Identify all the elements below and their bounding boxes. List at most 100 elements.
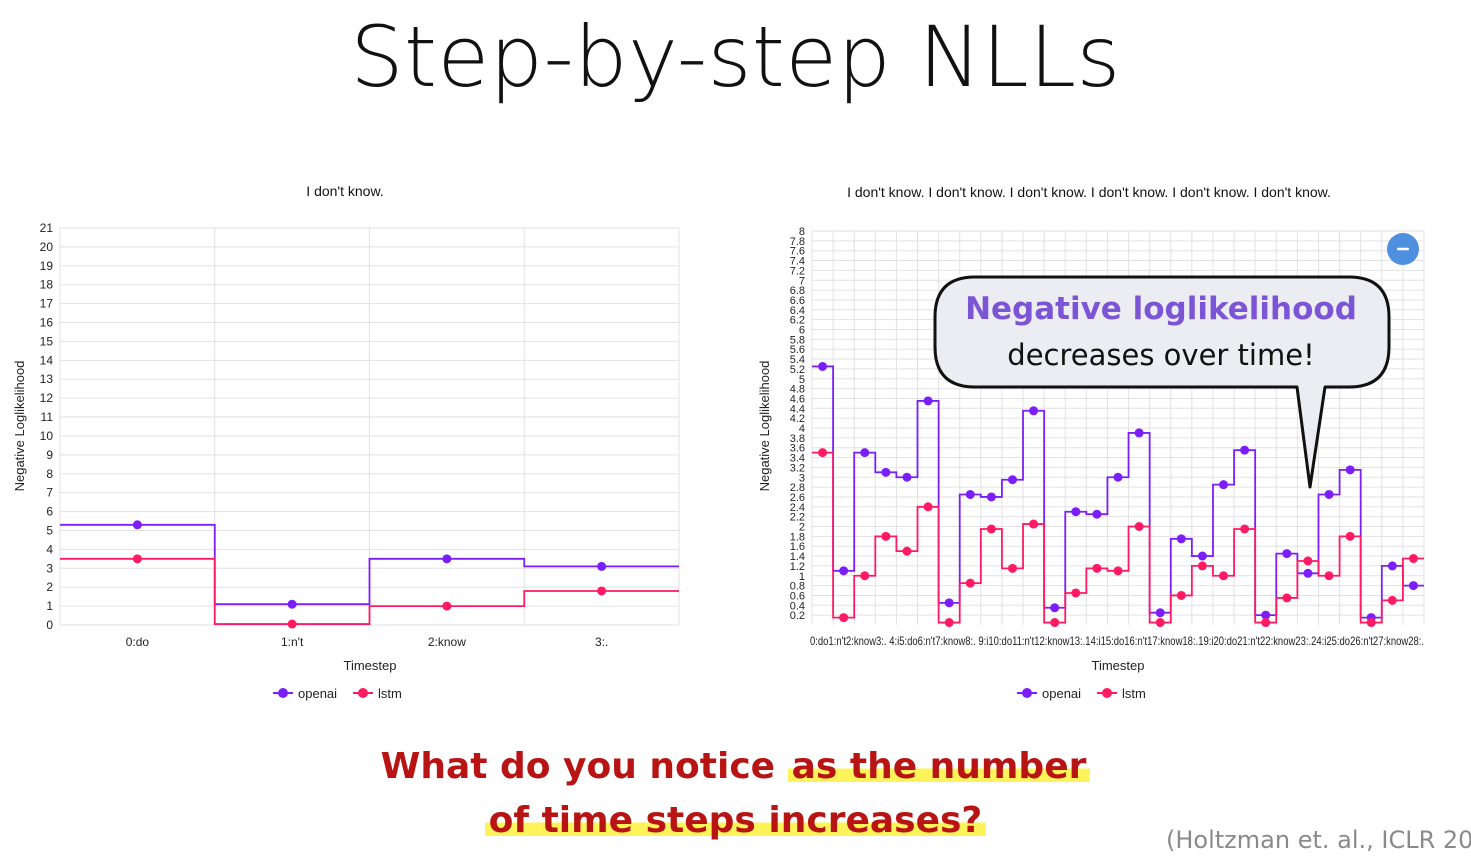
left-y-tick-label: 5 [46, 523, 53, 537]
question-line-1-plain: What do you notice [380, 746, 788, 787]
left-y-tick-label: 0 [46, 618, 53, 632]
right-y-tick-label: 1.2 [790, 561, 805, 573]
data-point-openai [1261, 610, 1271, 620]
chart-left-title: I don't know. [306, 183, 383, 199]
left-y-tick-label: 18 [40, 278, 54, 292]
data-point-lstm [1282, 593, 1292, 603]
data-point-lstm [1408, 554, 1418, 564]
data-point-openai [597, 561, 607, 571]
chart-right-series [812, 361, 1424, 628]
data-point-lstm [287, 619, 297, 629]
chart-right-y-label: Negative Loglikelihood [757, 361, 772, 492]
left-y-tick-label: 21 [40, 221, 54, 235]
left-y-tick-label: 16 [40, 316, 54, 330]
chart-left-legend[interactable]: openai lstm [273, 686, 402, 701]
chart-right-y-ticks: 0.20.40.60.811.21.41.61.822.22.42.62.833… [790, 226, 805, 622]
left-y-tick-label: 14 [40, 353, 54, 367]
left-x-tick-label: 3:. [595, 635, 608, 649]
left-y-tick-label: 4 [46, 542, 53, 556]
right-y-tick-label: 7.8 [790, 236, 805, 248]
right-y-tick-label: 7.2 [790, 265, 805, 277]
chart-left-y-label: Negative Loglikelihood [12, 361, 27, 492]
data-point-lstm [818, 448, 828, 458]
data-point-openai [1387, 561, 1397, 571]
right-y-tick-label: 1.6 [790, 541, 805, 553]
legend-swatch-dot-openai [1022, 688, 1032, 698]
callout-title: Negative loglikelihood [965, 291, 1357, 327]
left-y-tick-label: 10 [40, 429, 54, 443]
left-x-tick-label: 1:n't [281, 635, 304, 649]
data-point-openai [1176, 534, 1186, 544]
legend-swatch-dot-lstm [358, 688, 368, 698]
data-point-lstm [1303, 556, 1313, 566]
left-y-tick-label: 1 [46, 599, 53, 613]
right-y-tick-label: 2.4 [790, 502, 805, 514]
data-point-lstm [839, 613, 849, 623]
right-y-tick-label: 6 [799, 325, 805, 337]
chart-left-series [60, 520, 679, 629]
data-point-openai [442, 554, 452, 564]
right-y-tick-label: 4.8 [790, 384, 805, 396]
data-point-lstm [1134, 522, 1144, 531]
right-y-tick-label: 7.4 [790, 256, 805, 268]
legend-label-openai: openai [1042, 686, 1081, 701]
chart-right: I don't know. I don't know. I don't know… [757, 184, 1425, 701]
right-y-tick-label: 2.8 [790, 482, 805, 494]
data-point-openai [1071, 507, 1081, 517]
zoom-out-button[interactable] [1387, 233, 1419, 265]
chart-right-x-tick-labels: 0:do1:n't2:know3:. 4:i5:do6:n't7:know8:.… [810, 634, 1424, 648]
data-point-lstm [1029, 519, 1039, 529]
data-point-lstm [132, 554, 142, 564]
right-y-tick-label: 1.4 [790, 551, 805, 563]
data-point-openai [944, 598, 954, 608]
right-y-tick-label: 6.4 [790, 305, 805, 317]
chart-right-legend[interactable]: openai lstm [1017, 686, 1146, 701]
question-line-1: What do you notice as the number [0, 746, 1471, 787]
right-y-tick-label: 2.6 [790, 492, 805, 504]
legend-swatch-dot-openai [278, 688, 288, 698]
chart-left: I don't know. 01234567891011121314151617… [12, 183, 680, 701]
data-point-openai [1197, 551, 1207, 561]
right-y-tick-label: 1 [799, 571, 805, 583]
data-point-openai [860, 448, 870, 458]
right-y-tick-label: 5 [799, 374, 805, 386]
left-y-tick-label: 6 [46, 505, 53, 519]
minus-icon[interactable] [1397, 247, 1409, 251]
chart-left-x-label: Timestep [344, 658, 397, 673]
left-y-tick-label: 19 [40, 259, 54, 273]
right-y-tick-label: 6.8 [790, 285, 805, 297]
data-point-lstm [1366, 618, 1376, 628]
data-point-openai [1324, 489, 1334, 499]
data-point-lstm [1387, 595, 1397, 605]
left-y-tick-label: 17 [40, 297, 54, 311]
data-point-openai [881, 467, 891, 477]
data-point-lstm [923, 502, 933, 512]
right-y-tick-label: 0.6 [790, 590, 805, 602]
data-point-openai [965, 489, 975, 499]
data-point-openai [1155, 608, 1165, 618]
left-y-tick-label: 20 [40, 240, 54, 254]
left-y-tick-label: 9 [46, 448, 53, 462]
left-y-tick-label: 12 [40, 391, 54, 405]
data-point-lstm [1176, 590, 1186, 600]
data-point-lstm [986, 524, 996, 534]
data-point-lstm [1071, 588, 1081, 598]
right-y-tick-label: 8 [799, 226, 805, 238]
data-point-openai [1219, 480, 1229, 490]
data-point-openai [1092, 509, 1102, 519]
data-point-openai [818, 361, 828, 371]
data-point-openai [1408, 581, 1418, 591]
chart-left-grid [59, 227, 680, 626]
right-y-tick-label: 6.2 [790, 315, 805, 327]
data-point-openai [132, 520, 142, 530]
left-y-tick-label: 3 [46, 561, 53, 575]
data-point-lstm [1092, 563, 1102, 573]
data-point-openai [923, 396, 933, 406]
question-line-2-highlight: of time steps increases? [484, 800, 987, 841]
data-point-lstm [1007, 563, 1017, 573]
data-point-openai [1345, 465, 1355, 475]
callout-subtitle: decreases over time! [1007, 338, 1314, 372]
data-point-lstm [597, 586, 607, 596]
right-y-tick-label: 3.8 [790, 433, 805, 445]
